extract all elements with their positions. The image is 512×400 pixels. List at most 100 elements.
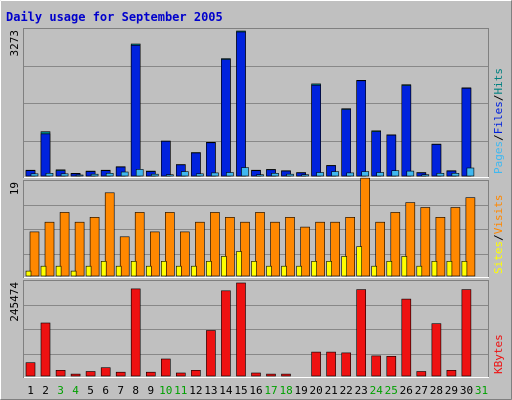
bar-pages-day-15: [241, 167, 249, 177]
bar-pages-day-14: [226, 172, 234, 177]
bar-visits-day-1: [29, 231, 40, 277]
bar-pages-day-25: [391, 170, 400, 177]
bar-sites-day-5: [85, 265, 92, 277]
bar-files-day-20: [311, 84, 321, 177]
bar-kbytes-day-13: [206, 330, 216, 377]
chart-panels: 3273Pages/Files/Hits19Sites/Visits245474…: [8, 28, 505, 378]
bar-sites-day-25: [386, 260, 393, 277]
bar-kbytes-day-21: [326, 351, 336, 377]
bar-files-day-30: [461, 88, 472, 177]
x-tick-label-day-1: 1: [27, 384, 34, 397]
bar-files-day-26: [401, 85, 412, 177]
bar-kbytes-day-17: [266, 373, 276, 377]
x-tick-label-day-13: 13: [204, 384, 217, 397]
bar-sites-day-13: [206, 260, 212, 277]
bar-kbytes-day-29: [446, 369, 457, 377]
x-tick-label-day-24: 24: [370, 384, 384, 397]
x-tick-label-day-6: 6: [102, 384, 109, 397]
bar-kbytes-day-28: [431, 323, 442, 377]
bar-visits-day-25: [390, 212, 401, 277]
bar-kbytes-day-25: [386, 355, 397, 377]
bar-files-day-3: [55, 170, 66, 177]
x-tick-label-day-14: 14: [219, 384, 233, 397]
bar-files-day-7: [115, 166, 126, 177]
bar-visits-day-13: [210, 212, 220, 277]
bar-kbytes-day-2: [40, 322, 51, 377]
bar-pages-day-29: [451, 173, 460, 177]
bar-visits-day-28: [435, 217, 446, 277]
bar-pages-day-20: [316, 172, 324, 177]
x-tick-label-day-30: 30: [460, 384, 473, 397]
x-tick-label-day-10: 10: [159, 384, 172, 397]
bar-visits-day-18: [285, 217, 295, 277]
bar-sites-day-24: [371, 265, 378, 277]
bar-files-day-13: [206, 142, 216, 177]
bar-files-day-1: [25, 170, 36, 177]
bar-pages-day-7: [120, 171, 129, 177]
bar-sites-day-16: [251, 260, 257, 277]
bar-sites-day-15: [236, 251, 242, 277]
x-tick-label-day-4: 4: [72, 384, 79, 397]
x-tick-label-day-20: 20: [309, 384, 322, 397]
bar-sites-day-27: [416, 265, 423, 277]
bar-pages-day-24: [376, 172, 385, 177]
legend-separator: /: [492, 234, 505, 241]
bar-files-day-10: [161, 141, 171, 177]
bar-files-day-23: [356, 80, 367, 177]
bar-pages-day-12: [196, 173, 204, 177]
legend-separator: /: [492, 134, 505, 141]
bar-files-day-22: [341, 109, 352, 177]
bar-kbytes-day-15: [236, 282, 246, 377]
bar-visits-day-9: [150, 231, 160, 277]
y-max-label: 19: [8, 182, 21, 195]
bar-pages-day-10: [166, 174, 174, 177]
bar-visits-day-19: [300, 226, 310, 277]
bar-visits-day-4: [74, 221, 85, 277]
series-kbytes: [25, 282, 472, 377]
bar-kbytes-day-14: [221, 290, 231, 377]
legend-separator: /: [492, 95, 505, 102]
bar-kbytes-day-22: [341, 352, 352, 377]
bar-sites-day-11: [176, 265, 182, 277]
bar-sites-day-3: [55, 265, 62, 277]
series-pages: [30, 167, 475, 177]
bar-files-day-28: [431, 144, 442, 177]
bar-visits-day-22: [345, 217, 356, 277]
bar-visits-day-24: [375, 221, 386, 277]
bar-pages-day-21: [331, 171, 339, 177]
bar-sites-day-6: [100, 260, 107, 277]
x-tick-label-day-25: 25: [385, 384, 398, 397]
bar-visits-day-26: [405, 202, 416, 277]
legend-text: KBytes: [492, 334, 505, 374]
bar-pages-day-23: [361, 171, 370, 177]
bar-sites-day-29: [446, 260, 453, 277]
bar-sites-day-8: [130, 260, 137, 277]
bar-files-day-14: [221, 59, 231, 177]
legend-entry-kbytes: KBytes: [492, 334, 505, 374]
bar-files-day-21: [326, 165, 336, 177]
legend: Pages/Files/Hits: [492, 68, 505, 174]
x-tick-label-day-21: 21: [325, 384, 338, 397]
x-tick-label-day-26: 26: [400, 384, 413, 397]
bar-sites-day-22: [341, 256, 348, 277]
x-tick-label-day-23: 23: [355, 384, 368, 397]
bar-kbytes-day-3: [55, 369, 66, 377]
bar-sites-day-23: [356, 246, 363, 277]
x-tick-label-day-17: 17: [264, 384, 277, 397]
bar-visits-day-30: [465, 197, 476, 277]
bar-visits-day-29: [450, 207, 461, 277]
bar-pages-day-13: [211, 172, 219, 177]
x-tick-label-day-12: 12: [189, 384, 202, 397]
bar-files-day-2: [40, 133, 51, 177]
bar-kbytes-day-18: [281, 373, 291, 377]
bar-files-day-12: [191, 152, 201, 177]
bar-visits-day-8: [134, 212, 145, 277]
bar-sites-day-28: [431, 260, 438, 277]
bar-sites-day-17: [266, 265, 272, 277]
y-max-label: 245474: [8, 282, 21, 322]
bar-pages-day-11: [181, 171, 189, 177]
legend: Sites/Visits: [492, 195, 505, 275]
bar-kbytes-day-11: [176, 372, 186, 377]
bar-visits-day-27: [420, 207, 431, 277]
bar-sites-day-1: [25, 270, 32, 277]
